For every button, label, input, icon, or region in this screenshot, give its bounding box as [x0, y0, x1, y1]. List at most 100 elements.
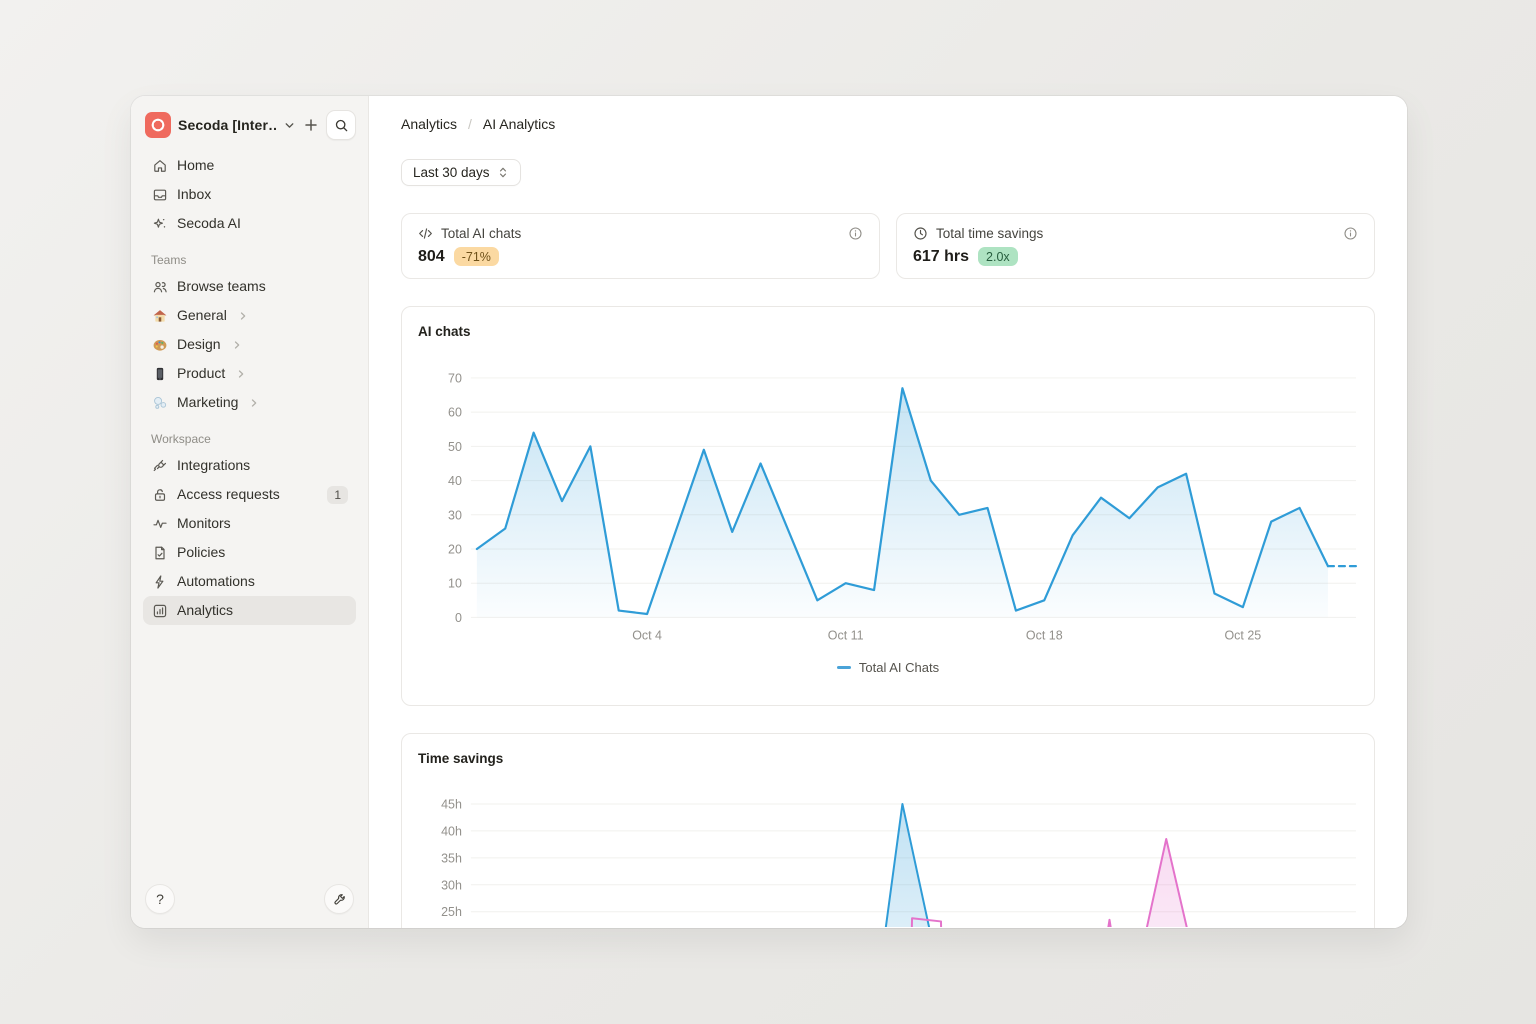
svg-text:30: 30 — [448, 508, 462, 522]
svg-text:Oct 18: Oct 18 — [1026, 628, 1063, 642]
sidebar-item-label: Home — [177, 157, 215, 173]
sidebar-item-monitors[interactable]: Monitors — [143, 509, 356, 538]
sidebar-item-team-product[interactable]: Product — [143, 359, 356, 388]
workspace-section-label: Workspace — [151, 432, 211, 446]
breadcrumb-separator: / — [468, 116, 472, 132]
svg-text:35h: 35h — [441, 851, 462, 865]
sidebar-item-label: Design — [177, 336, 221, 352]
chevron-down-icon[interactable] — [283, 119, 296, 132]
stats-row: Total AI chats 804 -71% Total time savin… — [401, 213, 1375, 279]
access-requests-count-badge: 1 — [327, 485, 348, 504]
sidebar-item-label: Browse teams — [177, 278, 266, 294]
breadcrumb: Analytics / AI Analytics — [401, 114, 1375, 134]
stat-card-total-ai-chats: Total AI chats 804 -71% — [401, 213, 880, 279]
ai-chats-chart-card: AI chats 70 60 50 40 30 20 10 0 Oct 4 Oct 11 Oct 1… — [401, 306, 1375, 706]
teams-section-label: Teams — [151, 253, 187, 267]
svg-text:45h: 45h — [441, 797, 462, 811]
chevron-right-icon[interactable] — [237, 310, 249, 322]
sidebar-item-label: Integrations — [177, 457, 251, 473]
code-icon — [418, 226, 433, 241]
sidebar-item-policies[interactable]: Policies — [143, 538, 356, 567]
sidebar-item-label: Marketing — [177, 394, 239, 410]
pulse-icon — [151, 515, 168, 532]
sidebar-item-label: Product — [177, 365, 226, 381]
inbox-icon — [151, 186, 168, 203]
sparkles-icon — [151, 215, 168, 232]
breadcrumb-ai-analytics[interactable]: AI Analytics — [482, 116, 556, 132]
svg-text:30h: 30h — [441, 878, 462, 892]
stat-value: 804 — [418, 247, 445, 265]
wrench-icon — [332, 892, 347, 907]
sidebar-item-label: Inbox — [177, 186, 212, 202]
bar-chart-icon — [151, 602, 168, 619]
svg-text:60: 60 — [448, 406, 462, 420]
svg-text:50: 50 — [448, 440, 462, 454]
sidebar-item-label: Access requests — [177, 486, 280, 502]
sidebar-item-team-design[interactable]: Design — [143, 330, 356, 359]
sidebar-footer: ? — [143, 884, 356, 914]
bolt-icon — [151, 573, 168, 590]
svg-text:10: 10 — [448, 577, 462, 591]
sidebar-item-label: Monitors — [177, 515, 231, 531]
sidebar-item-access-requests[interactable]: Access requests 1 — [143, 480, 356, 509]
date-range-value: Last 30 days — [413, 165, 490, 180]
legend-label: Total AI Chats — [858, 660, 940, 676]
chart-title: AI chats — [418, 324, 471, 339]
home-icon — [151, 157, 168, 174]
legend-dash-icon — [836, 666, 851, 670]
sidebar-item-analytics[interactable]: Analytics — [143, 596, 356, 625]
sidebar: Secoda [Inter… Home Inbox — [131, 96, 369, 928]
sidebar-item-label: General — [177, 307, 227, 323]
chevron-right-icon[interactable] — [231, 339, 243, 351]
svg-text:Oct 11: Oct 11 — [828, 628, 864, 642]
stat-card-total-time-savings: Total time savings 617 hrs 2.0x — [896, 213, 1375, 279]
sidebar-item-integrations[interactable]: Integrations — [143, 451, 356, 480]
workspace-name[interactable]: Secoda [Inter… — [178, 117, 276, 133]
app-window: Secoda [Inter… Home Inbox — [131, 96, 1407, 928]
sidebar-item-team-marketing[interactable]: Marketing — [143, 388, 356, 417]
sidebar-item-home[interactable]: Home — [143, 151, 356, 180]
people-icon — [151, 278, 168, 295]
sidebar-item-secoda-ai[interactable]: Secoda AI — [143, 209, 356, 238]
stat-label: Total time savings — [936, 226, 1044, 241]
svg-text:Oct 25: Oct 25 — [1224, 628, 1261, 642]
stat-change-badge: -71% — [453, 247, 499, 266]
sidebar-item-label: Analytics — [177, 602, 234, 618]
svg-text:25h: 25h — [441, 905, 462, 919]
question-mark-icon: ? — [156, 891, 164, 907]
chevron-right-icon[interactable] — [248, 397, 260, 409]
sidebar-item-team-general[interactable]: General — [143, 301, 356, 330]
help-button[interactable]: ? — [145, 884, 175, 914]
stat-value: 617 hrs — [913, 247, 970, 265]
plug-icon — [151, 457, 168, 474]
breadcrumb-analytics[interactable]: Analytics — [401, 116, 458, 132]
chevron-right-icon[interactable] — [235, 368, 247, 380]
house-emoji-icon — [151, 307, 168, 324]
time-savings-chart-card: Time savings 45h 40h 35h 30h 25h — [401, 733, 1375, 928]
main-content: Analytics / AI Analytics Last 30 days To… — [369, 96, 1407, 928]
ai-chats-line-chart: 70 60 50 40 30 20 10 0 Oct 4 Oct 11 Oct 18 Oct 25 — [448, 371, 1358, 642]
info-icon[interactable] — [848, 226, 863, 241]
svg-text:20: 20 — [448, 542, 462, 556]
info-icon[interactable] — [1343, 226, 1358, 241]
sidebar-item-automations[interactable]: Automations — [143, 567, 356, 596]
sidebar-item-browse-teams[interactable]: Browse teams — [143, 272, 356, 301]
secoda-logo-icon[interactable] — [145, 112, 171, 138]
clock-icon — [913, 226, 928, 241]
workspace-header: Secoda [Inter… — [143, 108, 356, 151]
new-item-plus-icon[interactable] — [303, 117, 319, 133]
search-button[interactable] — [326, 110, 356, 140]
date-range-select[interactable]: Last 30 days — [401, 159, 521, 186]
svg-text:0: 0 — [455, 611, 462, 625]
chart-legend: Total AI Chats — [418, 660, 1358, 675]
svg-text:70: 70 — [448, 371, 462, 385]
phone-emoji-icon — [151, 365, 168, 382]
settings-wrench-button[interactable] — [324, 884, 354, 914]
svg-text:Oct 4: Oct 4 — [632, 628, 662, 642]
palette-emoji-icon — [151, 336, 168, 353]
sidebar-item-inbox[interactable]: Inbox — [143, 180, 356, 209]
sidebar-item-label: Policies — [177, 544, 226, 560]
svg-text:40h: 40h — [441, 824, 462, 838]
sidebar-item-label: Secoda AI — [177, 215, 241, 231]
stat-multiplier-badge: 2.0x — [978, 247, 1018, 266]
